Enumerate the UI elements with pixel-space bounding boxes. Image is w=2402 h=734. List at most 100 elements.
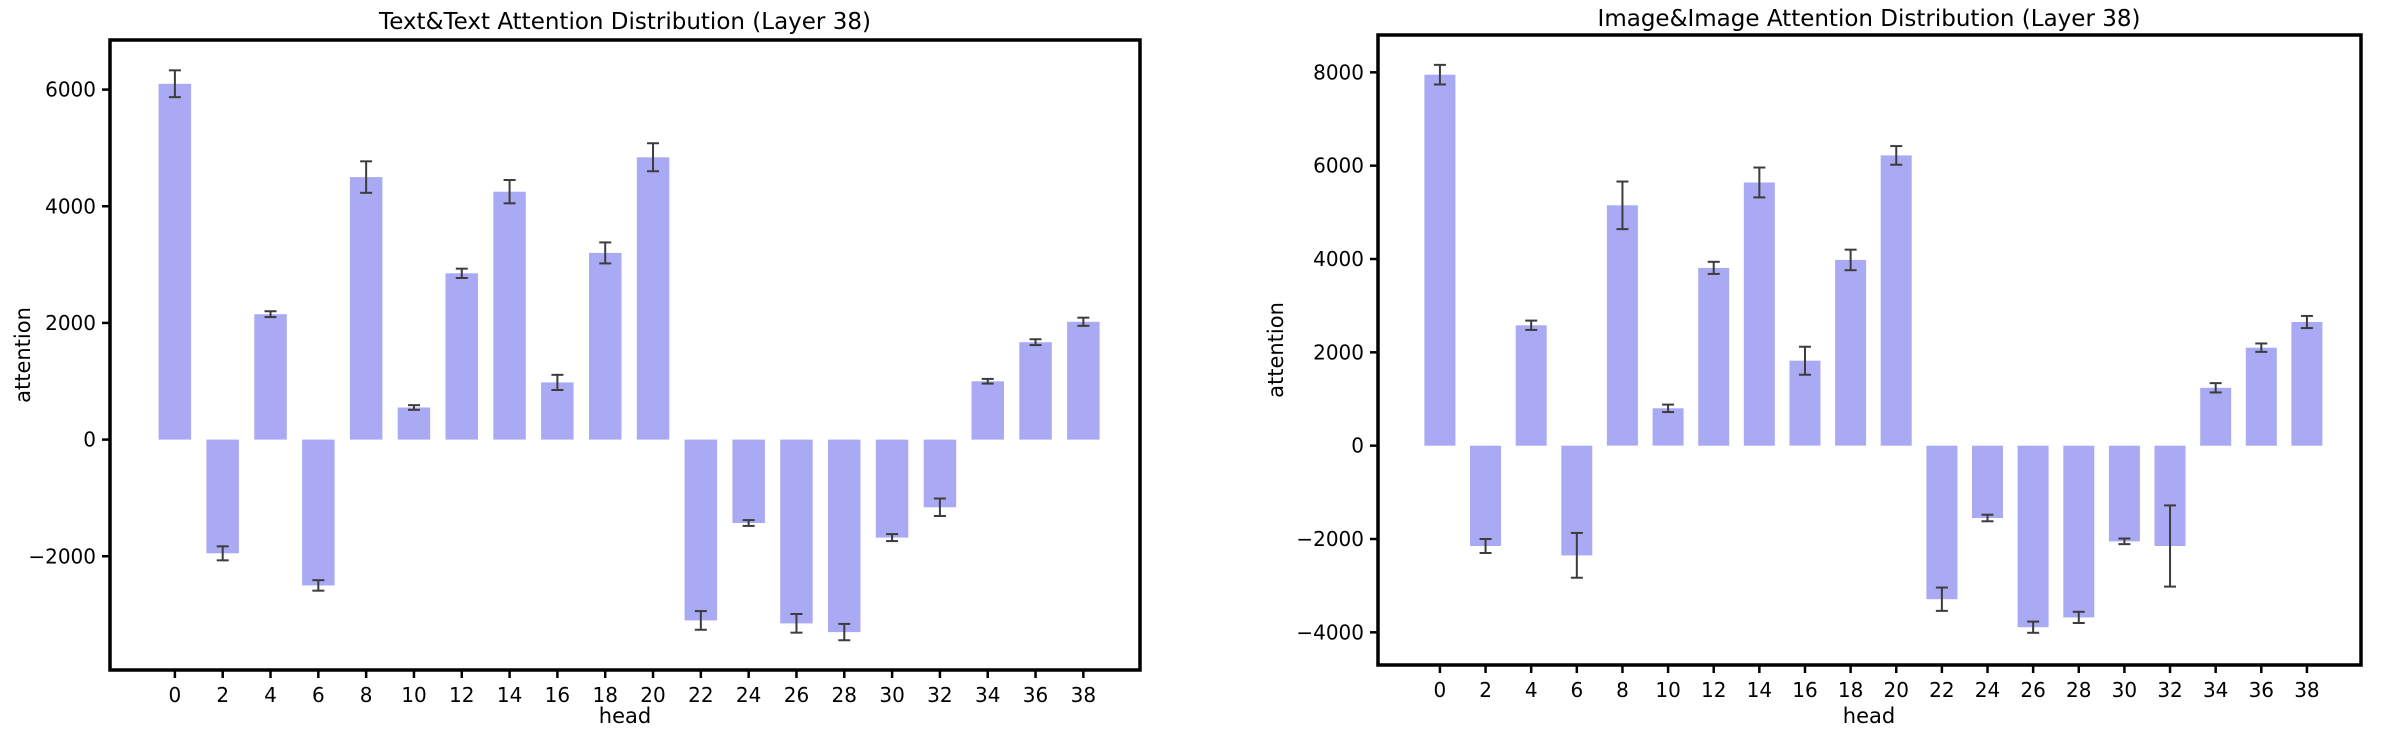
x-tick-label: 28 bbox=[832, 683, 857, 707]
y-tick-label: −4000 bbox=[1296, 620, 1364, 644]
x-tick-label: 12 bbox=[1701, 678, 1726, 702]
x-tick-label: 22 bbox=[688, 683, 713, 707]
x-tick-label: 18 bbox=[1838, 678, 1863, 702]
x-tick-label: 30 bbox=[879, 683, 904, 707]
bar-head-2 bbox=[206, 439, 239, 554]
x-tick-label: 0 bbox=[169, 683, 182, 707]
x-tick-label: 14 bbox=[497, 683, 522, 707]
x-tick-label: 36 bbox=[2249, 678, 2274, 702]
bar-head-22 bbox=[1926, 445, 1958, 600]
bar-head-36 bbox=[2245, 347, 2277, 446]
x-tick-label: 10 bbox=[1655, 678, 1680, 702]
y-tick-label: 4000 bbox=[1313, 247, 1364, 271]
y-tick-label: 4000 bbox=[45, 194, 96, 218]
bar-head-10 bbox=[397, 407, 431, 440]
y-tick-label: 8000 bbox=[1313, 60, 1364, 84]
plot-border bbox=[108, 38, 1142, 672]
x-tick-label: 18 bbox=[592, 683, 617, 707]
bar-head-10 bbox=[1652, 408, 1684, 446]
x-tick-label: 16 bbox=[1792, 678, 1817, 702]
x-tick-label: 4 bbox=[1525, 678, 1538, 702]
bar-head-18 bbox=[589, 252, 622, 440]
x-tick-label: 34 bbox=[975, 683, 1000, 707]
x-tick-label: 6 bbox=[1570, 678, 1583, 702]
bar-head-26 bbox=[780, 439, 813, 624]
x-tick-label: 20 bbox=[1884, 678, 1909, 702]
x-tick-label: 24 bbox=[1975, 678, 2000, 702]
bar-head-14 bbox=[493, 191, 526, 440]
y-tick-label: −2000 bbox=[1296, 527, 1364, 551]
bar-head-14 bbox=[1743, 182, 1775, 446]
x-axis-label: head bbox=[1843, 704, 1895, 728]
bar-head-22 bbox=[684, 439, 718, 621]
x-tick-label: 8 bbox=[360, 683, 373, 707]
bar-head-20 bbox=[636, 157, 670, 440]
x-tick-label: 22 bbox=[1929, 678, 1954, 702]
x-tick-label: 10 bbox=[401, 683, 426, 707]
x-tick-label: 32 bbox=[927, 683, 952, 707]
bar-head-6 bbox=[302, 439, 335, 586]
x-tick-label: 26 bbox=[784, 683, 809, 707]
bar-head-2 bbox=[1470, 445, 1501, 546]
y-axis-label: attention bbox=[11, 307, 35, 403]
chart-title: Text&Text Attention Distribution (Layer … bbox=[378, 9, 871, 35]
x-tick-label: 16 bbox=[545, 683, 570, 707]
bar-head-36 bbox=[1019, 342, 1052, 440]
bar-head-18 bbox=[1835, 259, 1867, 446]
x-tick-label: 0 bbox=[1434, 678, 1447, 702]
x-tick-label: 38 bbox=[2294, 678, 2319, 702]
bar-head-28 bbox=[2063, 445, 2095, 618]
chart-image-image-attention: Image&Image Attention Distribution (Laye… bbox=[1201, 0, 2402, 734]
x-tick-label: 12 bbox=[449, 683, 474, 707]
x-tick-label: 30 bbox=[2112, 678, 2137, 702]
y-tick-label: 2000 bbox=[45, 311, 96, 335]
bar-head-8 bbox=[1606, 205, 1638, 446]
chart-text-text-attention: Text&Text Attention Distribution (Layer … bbox=[11, 9, 1142, 728]
plot-border bbox=[1376, 33, 2363, 667]
x-tick-label: 2 bbox=[216, 683, 229, 707]
y-tick-label: −2000 bbox=[28, 544, 96, 568]
bar-head-30 bbox=[2108, 445, 2140, 542]
y-tick-label: 0 bbox=[83, 428, 96, 452]
bar-head-4 bbox=[1515, 325, 1547, 446]
x-tick-label: 4 bbox=[264, 683, 277, 707]
bar-head-34 bbox=[971, 381, 1004, 440]
bar-head-0 bbox=[1424, 74, 1456, 446]
bar-head-34 bbox=[2200, 387, 2232, 446]
y-tick-label: 2000 bbox=[1313, 340, 1364, 364]
bar-head-32 bbox=[923, 439, 957, 508]
chart-title: Image&Image Attention Distribution (Laye… bbox=[1598, 6, 2141, 32]
image-image-plot: Image&Image Attention Distribution (Laye… bbox=[1264, 6, 2363, 728]
x-tick-label: 34 bbox=[2203, 678, 2228, 702]
x-tick-label: 26 bbox=[2020, 678, 2045, 702]
bar-head-12 bbox=[445, 273, 478, 440]
bar-head-0 bbox=[158, 83, 192, 440]
x-tick-label: 2 bbox=[1479, 678, 1492, 702]
x-tick-label: 24 bbox=[736, 683, 761, 707]
bar-head-38 bbox=[1067, 321, 1100, 440]
bar-head-8 bbox=[349, 177, 383, 440]
x-tick-label: 36 bbox=[1023, 683, 1048, 707]
y-tick-label: 6000 bbox=[1313, 154, 1364, 178]
bar-head-30 bbox=[875, 439, 909, 538]
bar-head-28 bbox=[828, 439, 861, 633]
bar-head-38 bbox=[2291, 322, 2323, 446]
x-tick-label: 28 bbox=[2066, 678, 2091, 702]
x-tick-label: 14 bbox=[1747, 678, 1772, 702]
x-axis-label: head bbox=[599, 704, 651, 728]
x-tick-label: 20 bbox=[640, 683, 665, 707]
y-axis-label: attention bbox=[1264, 302, 1288, 398]
bar-head-24 bbox=[732, 439, 765, 523]
bar-head-20 bbox=[1880, 155, 1912, 446]
x-tick-label: 38 bbox=[1071, 683, 1096, 707]
text-text-plot: Text&Text Attention Distribution (Layer … bbox=[11, 9, 1142, 728]
x-tick-label: 8 bbox=[1616, 678, 1629, 702]
x-tick-label: 32 bbox=[2157, 678, 2182, 702]
bar-head-24 bbox=[1972, 445, 2003, 518]
y-tick-label: 0 bbox=[1351, 434, 1364, 458]
y-tick-label: 6000 bbox=[45, 78, 96, 102]
bar-head-26 bbox=[2017, 445, 2049, 628]
bar-head-4 bbox=[254, 314, 287, 440]
bar-head-12 bbox=[1698, 267, 1730, 446]
